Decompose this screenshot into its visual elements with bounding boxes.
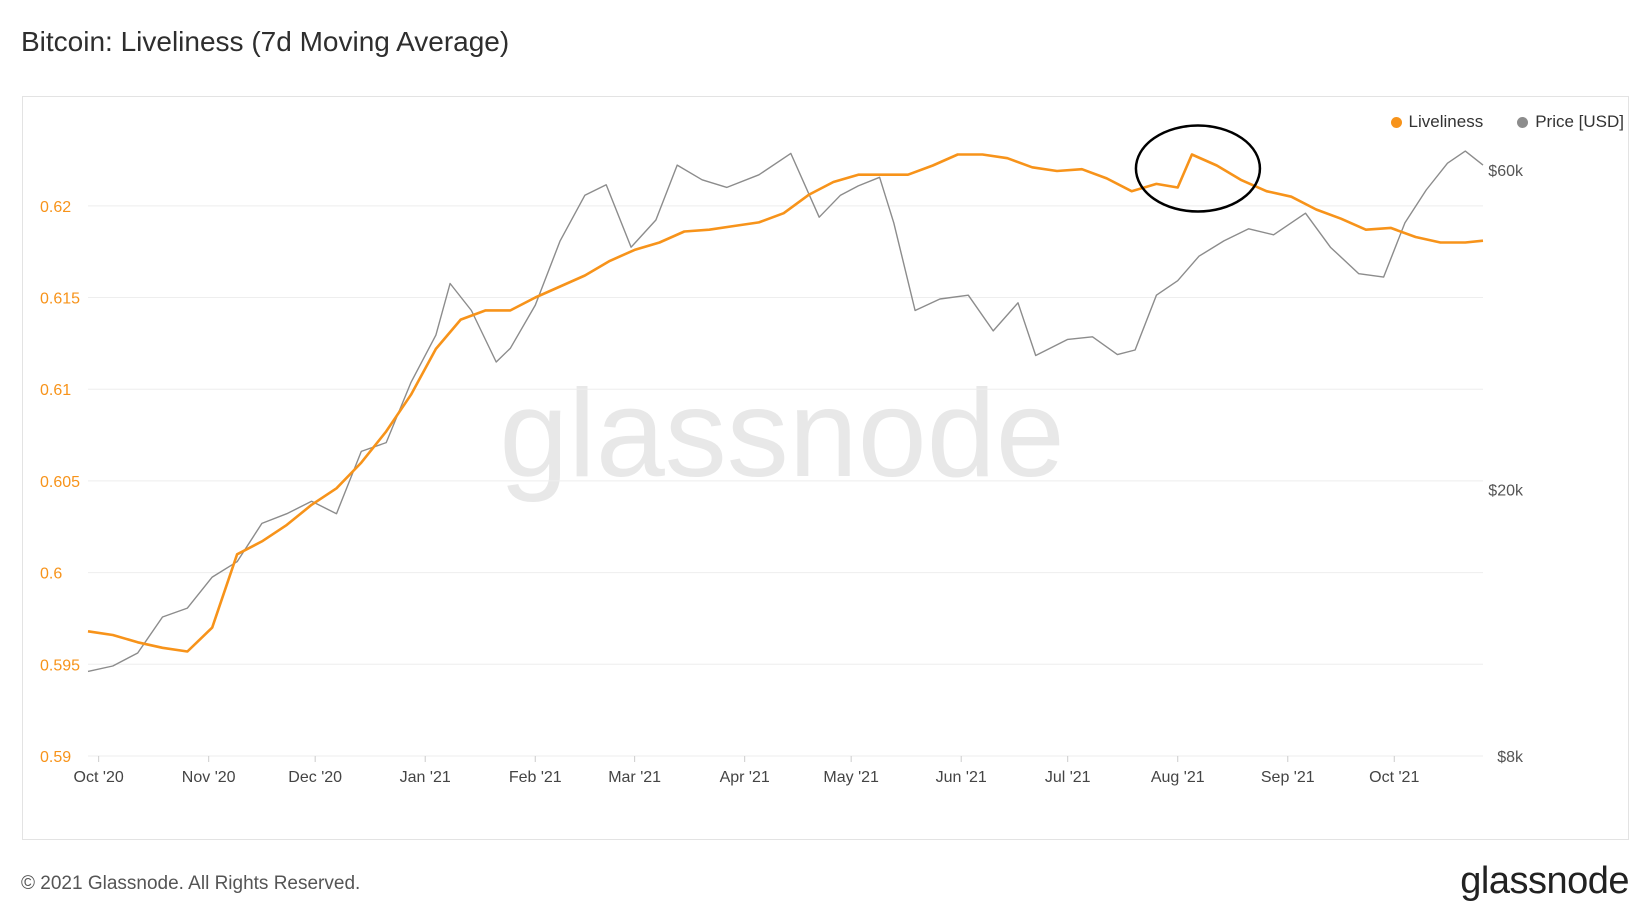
legend-label-price: Price [USD] [1535, 112, 1624, 131]
y-left-tick-label: 0.59 [40, 749, 71, 766]
legend-label-liveliness: Liveliness [1408, 112, 1484, 131]
x-tick-label: Oct '21 [1369, 769, 1419, 786]
y-left-tick-label: 0.61 [40, 382, 71, 399]
legend-dot-liveliness [1390, 116, 1402, 128]
annotation-ellipse [1134, 124, 1262, 213]
x-tick-label: Sep '21 [1261, 769, 1315, 786]
price-line [87, 150, 1484, 673]
chart-title: Bitcoin: Liveliness (7d Moving Average) [21, 26, 510, 57]
y-right-tick-label: $20k [1488, 482, 1524, 499]
x-axis: Oct '20 Nov '20 Dec '20 Jan '21 Feb '21 Mar '… [74, 756, 1419, 786]
x-tick-label: Apr '21 [720, 769, 770, 786]
watermark: glassnode [499, 365, 1064, 503]
x-tick-label: Jul '21 [1045, 769, 1091, 786]
y-axis-right: $60k $20k $8k [1488, 163, 1524, 766]
y-left-tick-label: 0.595 [40, 657, 80, 674]
chart-panel [22, 96, 1629, 840]
chart-legend: Liveliness Price [USD] [1390, 112, 1624, 132]
annotation-group [1134, 124, 1262, 213]
x-tick-label: Feb '21 [509, 769, 562, 786]
y-right-tick-label: $60k [1488, 163, 1524, 180]
x-tick-label: May '21 [823, 769, 879, 786]
y-left-tick-label: 0.605 [40, 474, 80, 491]
y-right-tick-label: $8k [1497, 749, 1524, 766]
y-left-tick-label: 0.6 [40, 566, 62, 583]
legend-dot-price [1517, 116, 1529, 128]
x-tick-label: Jun '21 [936, 769, 987, 786]
copyright-footer: © 2021 Glassnode. All Rights Reserved. [21, 873, 361, 894]
y-left-tick-label: 0.615 [40, 291, 80, 308]
x-tick-label: Aug '21 [1151, 769, 1205, 786]
y-left-tick-label: 0.62 [40, 199, 71, 216]
legend-item-liveliness[interactable]: Liveliness [1390, 112, 1484, 132]
x-tick-label: Oct '20 [74, 769, 124, 786]
legend-item-price[interactable]: Price [USD] [1517, 112, 1624, 132]
y-axis-left: 0.62 0.615 0.61 0.605 0.6 0.595 0.59 [40, 199, 80, 766]
brand-logo[interactable]: glassnode [1460, 860, 1629, 902]
x-tick-label: Dec '20 [288, 769, 342, 786]
x-tick-label: Jan '21 [400, 769, 451, 786]
x-tick-label: Nov '20 [182, 769, 236, 786]
x-tick-label: Mar '21 [608, 769, 661, 786]
grid-lines [88, 205, 1483, 757]
